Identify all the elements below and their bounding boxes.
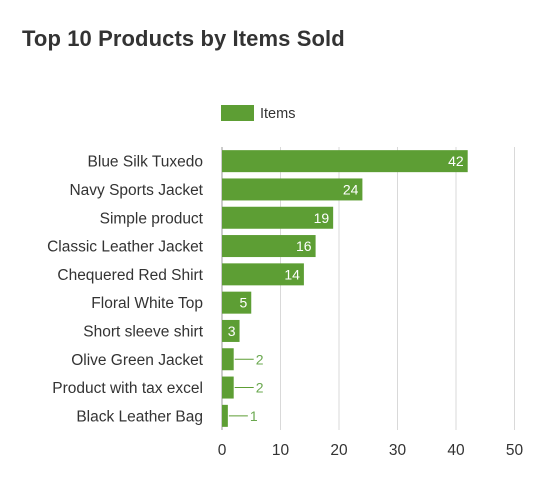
category-label: Blue Silk Tuxedo <box>88 154 203 171</box>
data-label: 2 <box>256 380 264 396</box>
data-label: 16 <box>296 238 312 254</box>
bar <box>222 404 228 427</box>
category-label: Floral White Top <box>91 295 203 312</box>
bar <box>222 376 234 399</box>
x-tick-label: 10 <box>272 442 290 459</box>
data-label: 19 <box>314 210 330 226</box>
legend-label: Items <box>260 106 295 122</box>
category-label: Black Leather Bag <box>76 408 203 425</box>
category-label: Short sleeve shirt <box>83 323 203 340</box>
bar <box>222 178 363 201</box>
bar <box>222 206 334 229</box>
x-tick-label: 20 <box>330 442 348 459</box>
data-label: 14 <box>284 266 300 282</box>
category-label: Simple product <box>100 210 204 227</box>
bar <box>222 263 304 286</box>
category-label: Olive Green Jacket <box>71 352 203 369</box>
x-tick-label: 0 <box>218 442 227 459</box>
data-label: 2 <box>256 351 264 367</box>
chart-title: Top 10 Products by Items Sold <box>22 26 345 51</box>
data-label: 24 <box>343 181 359 197</box>
data-label: 5 <box>239 295 247 311</box>
data-label: 42 <box>448 153 464 169</box>
category-label: Navy Sports Jacket <box>69 182 203 199</box>
x-tick-label: 40 <box>447 442 465 459</box>
x-tick-label: 50 <box>506 442 524 459</box>
bar <box>222 235 316 258</box>
data-label: 1 <box>250 408 258 424</box>
legend-swatch <box>221 105 254 121</box>
bar <box>222 150 468 173</box>
category-label: Product with tax excel <box>52 380 203 397</box>
category-label: Chequered Red Shirt <box>57 267 203 284</box>
bar <box>222 319 240 342</box>
x-tick-label: 30 <box>389 442 407 459</box>
data-label: 3 <box>228 323 236 339</box>
bar <box>222 291 252 314</box>
category-label: Classic Leather Jacket <box>47 239 204 256</box>
bar <box>222 348 234 371</box>
